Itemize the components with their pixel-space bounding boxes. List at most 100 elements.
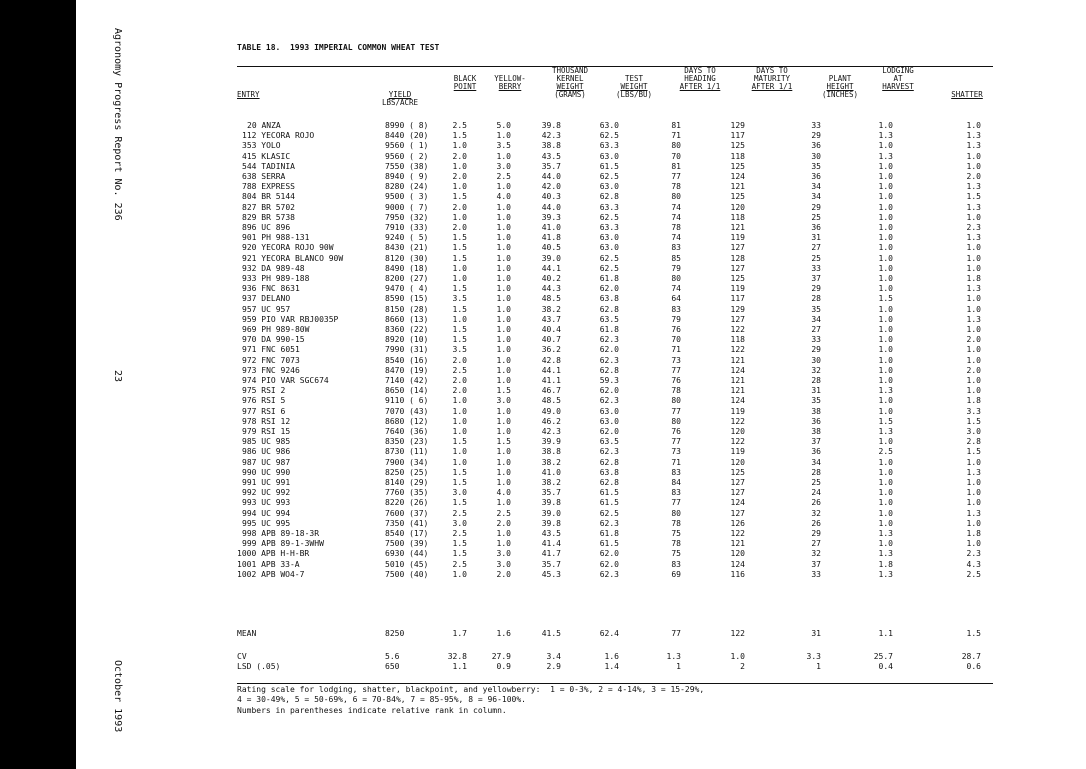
cell-lodging: 1.8 [878, 559, 893, 569]
cell-days-maturity: 120 [730, 427, 745, 436]
cell-kernel-weight: 40.4 [541, 325, 561, 334]
cell-shatter: 1.5 [966, 192, 981, 202]
cell-shatter: 1.3 [966, 141, 981, 151]
cell-days-heading: 71 [671, 131, 681, 141]
report-label: Agronomy Progress Report No. 236 [112, 28, 123, 221]
cell-shatter: 1.3 [966, 284, 981, 294]
table-row: 932 DA 989-48 8490 (18) 1.0 1.0 44.1 62.5 79 12… [237, 263, 993, 273]
cell-yield: 8650 (14) [385, 386, 429, 396]
cell-kernel-weight: 45.3 [541, 569, 561, 579]
cell-entry: 932 DA 989-48 [242, 263, 305, 273]
cell-test-weight: 61.8 [599, 529, 619, 538]
cell-yellow-berry: 1.0 [496, 274, 511, 283]
cell-days-heading: 83 [671, 467, 681, 477]
cell-entry: 933 PH 989-188 [242, 274, 310, 283]
cell-kernel-weight: 44.1 [541, 365, 561, 375]
cell-lodging: 1.0 [878, 345, 893, 355]
cell-test-weight: 61.8 [599, 325, 619, 334]
cell-days-heading: 78 [671, 539, 681, 549]
cell-plant-height: 34 [811, 192, 821, 202]
cell-yield: 8540 (17) [385, 529, 429, 538]
cell-shatter: 1.0 [966, 539, 981, 549]
cell-black-point: 1.0 [452, 212, 467, 222]
cell-plant-height: 24 [811, 488, 821, 498]
table-row: 1002 APB WO4-7 7500 (40) 1.0 2.0 45.3 62.3 69 1… [237, 569, 993, 579]
table-title: TABLE 18. 1993 IMPERIAL COMMON WHEAT TES… [237, 43, 440, 52]
cell-days-heading: 76 [671, 325, 681, 334]
cell-days-heading: 74 [671, 202, 681, 212]
cell-kernel-weight: 49.0 [541, 406, 561, 416]
cell-yield: 8440 (20) [385, 131, 429, 141]
table-row: 415 KLASIC 9560 ( 2) 2.0 1.0 43.5 63.0 70 118 30… [237, 151, 993, 161]
cell-yellow-berry: 4.0 [496, 488, 511, 498]
cell-black-point: 1.0 [452, 263, 467, 273]
cell-lodging: 1.0 [878, 223, 893, 232]
cell-days-heading: 74 [671, 284, 681, 294]
cell-black-point: 1.5 [452, 253, 467, 263]
cell-entry: 970 DA 990-15 [242, 335, 305, 345]
cell-shatter: 1.0 [966, 212, 981, 222]
cell-plant-height: 28 [811, 467, 821, 477]
cell-entry: 985 UC 985 [242, 437, 291, 447]
cell-days-heading: 78 [671, 223, 681, 232]
cell-black-point: 1.5 [452, 284, 467, 294]
cell-days-maturity: 121 [730, 376, 745, 385]
cell-entry: 975 RSI 2 [242, 386, 286, 396]
cell-yield: 7900 (34) [385, 457, 429, 467]
cell-yellow-berry: 1.0 [496, 202, 511, 212]
cell-plant-height: 3.3 [806, 652, 821, 661]
cell-lodging: 1.0 [878, 396, 893, 406]
table-row: 977 RSI 6 7070 (43) 1.0 1.0 49.0 63.0 77 119 38 1… [237, 406, 993, 416]
cell-kernel-weight: 35.7 [541, 559, 561, 569]
cell-black-point: 1.5 [452, 335, 467, 345]
table-row: 972 FNC 7073 8540 (16) 2.0 1.0 42.8 62.3 73 121… [237, 356, 993, 365]
cell-days-maturity: 125 [730, 141, 745, 151]
cell-days-heading: 77 [671, 365, 681, 375]
cell-entry: 804 BR 5144 [242, 192, 295, 202]
cell-shatter: 1.5 [966, 629, 981, 638]
cell-yield: 9470 ( 4) [385, 284, 429, 294]
cell-kernel-weight: 41.0 [541, 467, 561, 477]
cell-black-point: 1.5 [452, 478, 467, 487]
cell-test-weight: 63.0 [599, 233, 619, 243]
cell-shatter: 1.3 [966, 314, 981, 324]
cell-plant-height: 32 [811, 549, 821, 559]
table-row: 827 BR 5702 9000 ( 7) 2.0 1.0 44.0 63.3 74 120 2… [237, 202, 993, 212]
cell-lodging: 1.3 [878, 386, 893, 396]
cell-black-point: 2.0 [452, 151, 467, 161]
footnote-rank: Numbers in parentheses indicate relative… [237, 706, 507, 715]
cell-lodging: 0.4 [878, 662, 893, 671]
cell-days-heading: 75 [671, 549, 681, 559]
cell-yield: 7640 (36) [385, 427, 429, 436]
cell-test-weight: 1.6 [604, 652, 619, 661]
cell-plant-height: 28 [811, 294, 821, 304]
cell-days-maturity: 120 [730, 202, 745, 212]
cell-test-weight: 62.3 [599, 396, 619, 406]
cell-days-heading: 83 [671, 304, 681, 314]
cell-yellow-berry: 0.9 [496, 662, 511, 671]
cell-yield: 8120 (30) [385, 253, 429, 263]
cell-yellow-berry: 3.0 [496, 559, 511, 569]
cell-black-point: 2.0 [452, 376, 467, 385]
cell-shatter: 2.0 [966, 172, 981, 181]
cell-yield: 7910 (33) [385, 223, 429, 232]
cell-lodging: 1.0 [878, 518, 893, 528]
cell-yellow-berry: 1.0 [496, 406, 511, 416]
cell-black-point: 1.0 [452, 141, 467, 151]
cell-days-heading: 70 [671, 335, 681, 345]
cell-kernel-weight: 41.0 [541, 223, 561, 232]
cell-days-heading: 80 [671, 508, 681, 518]
table-row: 991 UC 991 8140 (29) 1.5 1.0 38.2 62.8 84 127 25… [237, 478, 993, 487]
cell-yield: 8150 (28) [385, 304, 429, 314]
header-shatter: SHATTER [951, 90, 983, 99]
cell-lodging: 1.0 [878, 437, 893, 447]
cell-lodging: 1.0 [878, 233, 893, 243]
cell-entry: 829 BR 5738 [242, 212, 295, 222]
cell-days-maturity: 122 [730, 345, 745, 355]
cell-days-maturity: 127 [730, 263, 745, 273]
cell-days-maturity: 122 [730, 325, 745, 334]
cell-shatter: 1.0 [966, 325, 981, 334]
cell-days-maturity: 122 [730, 437, 745, 447]
cell-yellow-berry: 1.0 [496, 243, 511, 253]
cell-entry: 987 UC 987 [242, 457, 291, 467]
